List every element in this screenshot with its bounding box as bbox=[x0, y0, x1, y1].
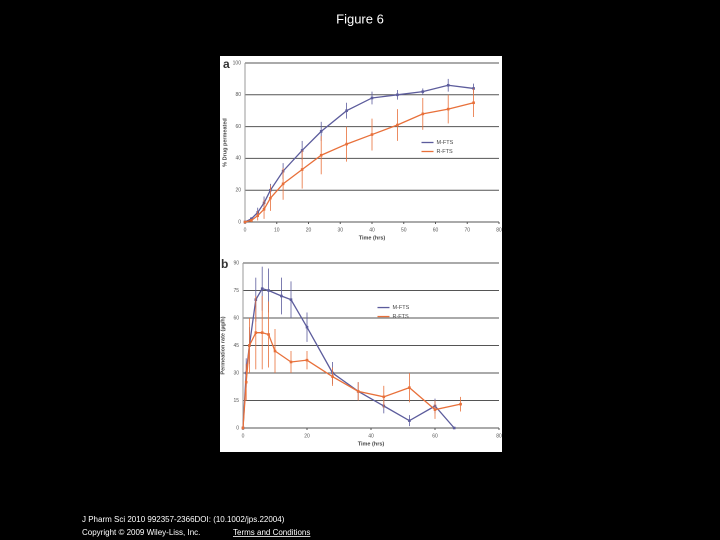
data-point bbox=[408, 419, 411, 422]
data-point bbox=[370, 133, 374, 136]
y-tick-label: 75 bbox=[233, 288, 239, 294]
figure-panel bbox=[220, 56, 502, 452]
y-tick-label: 40 bbox=[235, 156, 241, 162]
data-point bbox=[396, 123, 399, 127]
x-tick-label: 20 bbox=[304, 433, 310, 439]
data-point bbox=[289, 298, 293, 301]
y-tick-label: 45 bbox=[233, 343, 239, 349]
data-point bbox=[273, 349, 277, 353]
data-point bbox=[345, 109, 348, 112]
data-point bbox=[433, 408, 437, 411]
x-tick-label: 0 bbox=[244, 227, 247, 233]
data-point bbox=[300, 168, 304, 171]
x-tick-label: 30 bbox=[337, 227, 343, 233]
data-point bbox=[472, 101, 475, 105]
data-point bbox=[289, 360, 293, 364]
x-tick-label: 60 bbox=[432, 433, 438, 439]
copyright: Copyright © 2009 Wiley-Liss, Inc. bbox=[82, 528, 200, 537]
data-point bbox=[260, 331, 264, 334]
data-point bbox=[396, 93, 399, 97]
data-point bbox=[241, 426, 245, 430]
data-point bbox=[356, 390, 360, 393]
x-tick-label: 10 bbox=[274, 227, 280, 233]
y-tick-label: 30 bbox=[233, 370, 239, 376]
data-point bbox=[254, 331, 258, 334]
data-point bbox=[370, 96, 374, 100]
data-point bbox=[267, 289, 270, 292]
x-tick-label: 50 bbox=[401, 227, 407, 233]
data-point bbox=[256, 214, 259, 217]
y-tick-label: 80 bbox=[235, 92, 241, 98]
data-point bbox=[248, 344, 251, 347]
x-tick-label: 80 bbox=[496, 433, 502, 439]
x-tick-label: 80 bbox=[496, 227, 502, 233]
data-point bbox=[421, 112, 425, 116]
data-point bbox=[446, 107, 450, 111]
data-point bbox=[452, 426, 456, 430]
y-tick-label: 0 bbox=[238, 219, 241, 225]
data-point bbox=[421, 90, 425, 93]
data-point bbox=[267, 333, 270, 336]
x-tick-label: 70 bbox=[464, 227, 470, 233]
y-tick-label: 20 bbox=[235, 188, 241, 194]
y-tick-label: 60 bbox=[233, 315, 239, 321]
y-tick-label: 15 bbox=[233, 398, 239, 404]
data-point bbox=[244, 380, 248, 384]
series-line bbox=[244, 84, 474, 223]
slide-title: Figure 6 bbox=[336, 11, 384, 26]
data-point bbox=[459, 402, 462, 406]
data-point bbox=[345, 142, 348, 146]
legend-label: M-FTS bbox=[392, 305, 409, 311]
y-axis-label: % Drug permeated bbox=[222, 118, 228, 167]
legend-label: R-FTS bbox=[437, 149, 454, 155]
x-tick-label: 40 bbox=[369, 227, 375, 233]
data-point bbox=[260, 287, 264, 290]
y-tick-label: 90 bbox=[233, 260, 239, 266]
citation: J Pharm Sci 2010 992357-2366DOI: (10.100… bbox=[82, 515, 285, 524]
y-tick-label: 60 bbox=[235, 124, 241, 130]
data-point bbox=[446, 83, 450, 87]
x-tick-label: 60 bbox=[433, 227, 439, 233]
panel-label: b bbox=[221, 257, 228, 271]
data-point bbox=[319, 153, 323, 157]
data-point bbox=[281, 182, 285, 186]
data-point bbox=[305, 358, 309, 362]
terms-link[interactable]: Terms and Conditions bbox=[233, 528, 310, 537]
y-axis-label: Permeation rate (µg/h) bbox=[220, 316, 226, 374]
data-point bbox=[319, 130, 323, 133]
legend-label: M-FTS bbox=[437, 140, 454, 146]
legend-label: R-FTS bbox=[392, 314, 409, 320]
x-tick-label: 20 bbox=[306, 227, 312, 233]
x-tick-label: 0 bbox=[242, 433, 245, 439]
data-point bbox=[331, 375, 334, 378]
panel-label: a bbox=[223, 57, 230, 71]
x-tick-label: 40 bbox=[368, 433, 374, 439]
x-axis-label: Time (hrs) bbox=[359, 235, 386, 241]
data-point bbox=[262, 207, 266, 211]
data-point bbox=[250, 219, 253, 222]
data-point bbox=[269, 196, 272, 200]
data-point bbox=[408, 386, 411, 389]
data-point bbox=[280, 294, 283, 298]
data-point bbox=[382, 395, 386, 399]
data-point bbox=[243, 220, 247, 224]
data-point bbox=[305, 325, 309, 329]
y-tick-label: 100 bbox=[233, 60, 242, 66]
x-axis-label: Time (hrs) bbox=[358, 441, 385, 447]
y-tick-label: 0 bbox=[236, 425, 239, 431]
